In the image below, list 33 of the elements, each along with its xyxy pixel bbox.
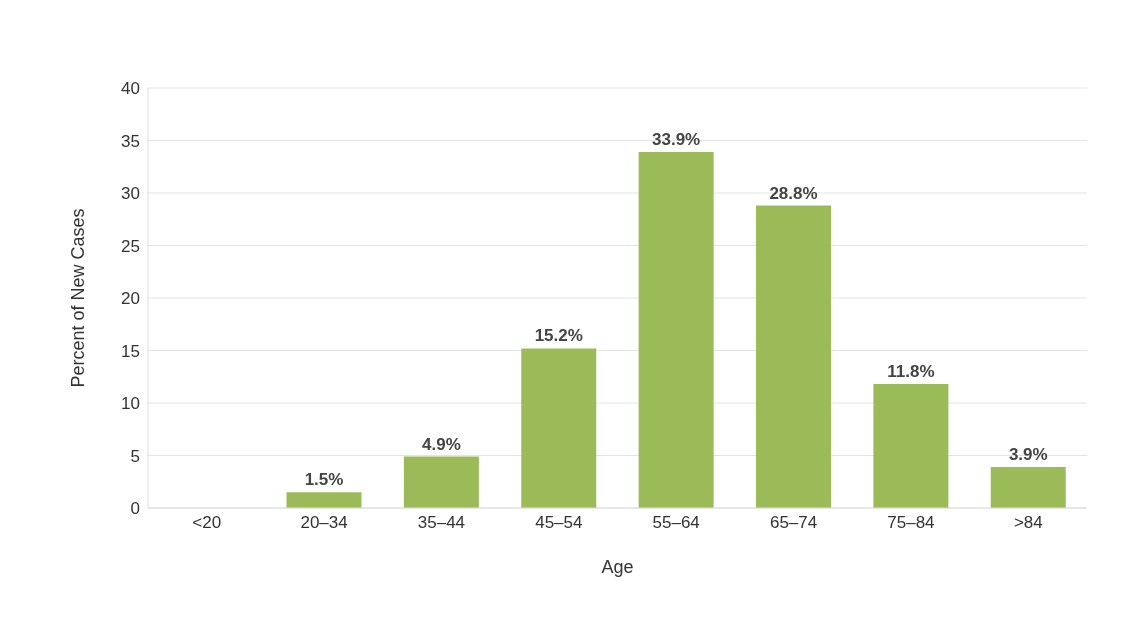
y-tick-label: 20 [121,289,140,309]
x-tick-label: 65–74 [769,513,818,533]
y-tick-label: 15 [121,341,140,361]
data-label: 11.8% [887,362,935,382]
bar [521,348,597,508]
y-tick-label: 5 [130,446,140,466]
y-tick-label: 40 [121,79,140,99]
data-label: 4.9% [422,434,461,454]
x-tick-label: 20–34 [300,513,348,533]
x-tick-label: <20 [192,513,222,533]
x-tick-label: 75–84 [887,513,935,533]
y-tick-label: 0 [130,499,140,519]
data-label: 3.9% [1008,445,1048,465]
data-label: 15.2% [534,326,583,346]
y-tick-label: 25 [121,236,140,256]
y-tick-label: 10 [121,394,140,414]
y-axis-title: Percent of New Cases [68,208,89,388]
x-tick-label: >84 [1013,513,1043,533]
bar [990,467,1066,508]
bar [403,456,479,508]
bar [756,205,831,508]
x-axis-title: Age [601,557,634,577]
data-label: 33.9% [652,130,701,150]
y-tick-label: 30 [121,184,140,204]
x-tick-label: 35–44 [417,513,466,533]
data-label: 1.5% [304,470,344,490]
bar [638,152,714,508]
bar [286,492,362,508]
bar [873,384,949,508]
x-tick-label: 55–64 [652,513,700,533]
x-tick-label: 45–54 [535,513,583,533]
data-label: 28.8% [769,183,818,203]
y-tick-label: 35 [121,131,140,151]
